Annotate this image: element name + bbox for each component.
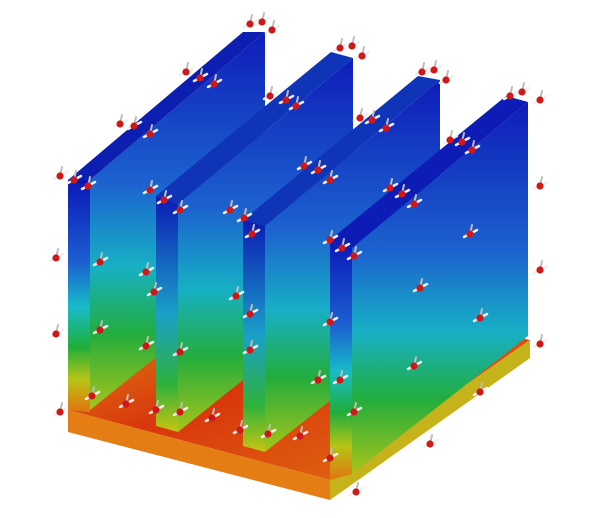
marker-77 — [532, 176, 549, 191]
marker-35 — [244, 224, 261, 239]
marker-75 — [472, 382, 489, 397]
marker-48 — [146, 282, 163, 297]
marker-72 — [322, 448, 339, 463]
marker-53 — [462, 224, 479, 239]
marker-9 — [502, 86, 519, 101]
marker-51 — [322, 312, 339, 327]
marker-12 — [178, 62, 195, 77]
marker-36 — [296, 156, 313, 171]
marker-3 — [332, 38, 349, 53]
fin-4 — [330, 96, 528, 480]
marker-65 — [118, 394, 135, 409]
marker-19 — [278, 90, 295, 105]
marker-45 — [48, 248, 65, 263]
marker-79 — [346, 402, 363, 417]
marker-18 — [262, 86, 279, 101]
marker-38 — [322, 170, 339, 185]
marker-0 — [242, 14, 259, 29]
base-front — [68, 410, 330, 500]
marker-34 — [236, 208, 253, 223]
marker-57 — [172, 342, 189, 357]
marker-68 — [204, 408, 221, 423]
marker-5 — [354, 46, 371, 61]
marker-43 — [334, 238, 351, 253]
marker-10 — [514, 82, 531, 97]
marker-46 — [92, 252, 109, 267]
marker-64 — [84, 386, 101, 401]
marker-20 — [288, 96, 305, 111]
marker-63 — [52, 402, 69, 417]
marker-41 — [406, 194, 423, 209]
marker-2 — [264, 20, 281, 35]
marker-56 — [138, 336, 155, 351]
marker-74 — [422, 434, 439, 449]
marker-30 — [142, 180, 159, 195]
marker-42 — [322, 230, 339, 245]
marker-49 — [228, 286, 245, 301]
marker-32 — [172, 200, 189, 215]
marker-58 — [242, 340, 259, 355]
marker-71 — [292, 426, 309, 441]
marker-13 — [192, 68, 209, 83]
marker-54 — [48, 324, 65, 339]
marker-73 — [348, 482, 365, 497]
marker-37 — [310, 160, 327, 175]
marker-50 — [242, 304, 259, 319]
marker-7 — [426, 60, 443, 75]
marker-33 — [222, 200, 239, 215]
marker-11 — [532, 90, 549, 105]
marker-70 — [260, 424, 277, 439]
base-side — [330, 340, 530, 500]
marker-78 — [332, 370, 349, 385]
marker-69 — [232, 420, 249, 435]
marker-14 — [206, 74, 223, 89]
marker-52 — [412, 278, 429, 293]
marker-55 — [92, 320, 109, 335]
marker-6 — [414, 62, 431, 77]
marker-24 — [442, 130, 459, 145]
marker-8 — [438, 70, 455, 85]
marker-1 — [254, 12, 271, 27]
marker-27 — [52, 166, 69, 181]
marker-28 — [66, 170, 83, 185]
marker-17 — [142, 124, 159, 139]
marker-16 — [126, 116, 143, 131]
marker-26 — [464, 140, 481, 155]
marker-25 — [454, 132, 471, 147]
surface-markers — [48, 12, 549, 497]
front-face — [68, 180, 90, 412]
marker-47 — [138, 262, 155, 277]
marker-40 — [394, 184, 411, 199]
marker-15 — [112, 114, 129, 129]
marker-39 — [382, 178, 399, 193]
marker-62 — [532, 334, 549, 349]
marker-60 — [406, 356, 423, 371]
marker-21 — [352, 108, 369, 123]
marker-31 — [156, 190, 173, 205]
marker-59 — [310, 370, 327, 385]
marker-76 — [532, 260, 549, 275]
marker-22 — [364, 110, 381, 125]
marker-29 — [80, 176, 97, 191]
marker-4 — [344, 36, 361, 51]
marker-23 — [378, 118, 395, 133]
marker-67 — [172, 402, 189, 417]
marker-61 — [472, 308, 489, 323]
marker-66 — [148, 400, 165, 415]
marker-44 — [346, 246, 363, 261]
